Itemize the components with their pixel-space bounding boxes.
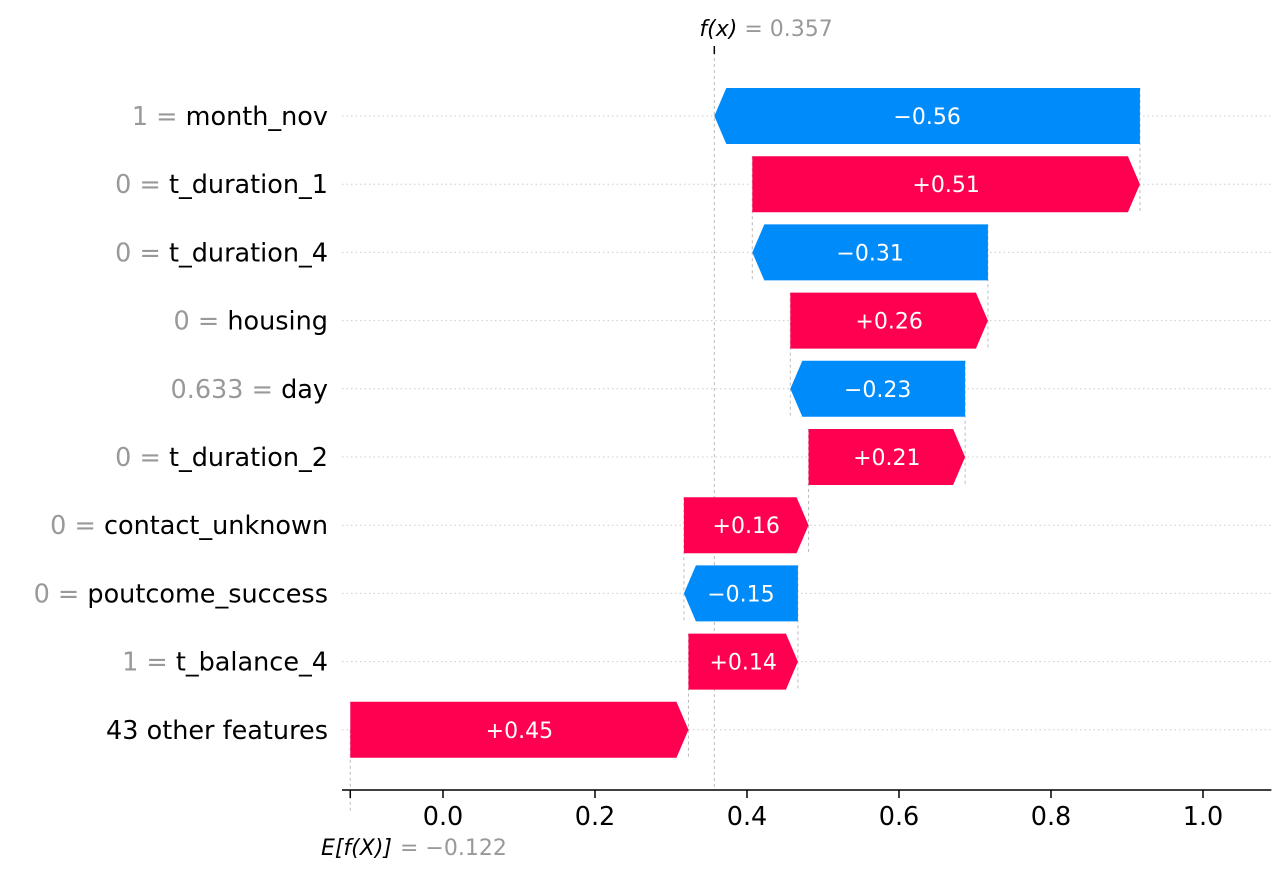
fx-label: f(x) (699, 17, 737, 42)
bar-value-label: +0.16 (713, 514, 780, 539)
feature-label: 0 = poutcome_success (34, 579, 328, 609)
feature-value: 0 = (50, 511, 104, 541)
feature-name: month_nov (186, 102, 328, 132)
bar-value-label: −0.56 (893, 105, 960, 130)
feature-label: 43 other features (106, 716, 328, 746)
feature-value: 1 = (132, 102, 186, 132)
fx-annotation: f(x) = 0.357 (699, 17, 832, 42)
x-tick-label: 0.2 (575, 802, 616, 832)
positive-contribution-bar (350, 701, 689, 758)
feature-value: 0.633 = (171, 375, 282, 405)
feature-value: 0 = (115, 443, 169, 473)
feature-label: 0.633 = day (171, 375, 329, 405)
feature-name: contact_unknown (104, 511, 328, 541)
positive-contribution-bar (790, 292, 988, 349)
bar-value-label: +0.14 (709, 651, 776, 676)
feature-name: t_duration_2 (169, 443, 328, 473)
bar-value-label: +0.51 (912, 173, 979, 198)
feature-label: 0 = t_duration_4 (115, 238, 328, 268)
negative-contribution-bar (752, 224, 988, 281)
feature-value: 0 = (174, 307, 228, 337)
x-tick-label: 0.4 (727, 802, 768, 832)
feature-label: 0 = t_duration_2 (115, 443, 328, 473)
feature-name: 43 other features (106, 716, 328, 746)
feature-name: day (281, 375, 328, 405)
feature-name: t_duration_4 (169, 238, 328, 268)
feature-label: 1 = month_nov (132, 102, 328, 132)
negative-contribution-bar (683, 565, 798, 622)
fx-value: = 0.357 (744, 17, 832, 42)
expected-value-label: E[f(X)] (321, 836, 392, 861)
feature-name: t_balance_4 (176, 648, 328, 678)
x-tick-label: 0.8 (1031, 802, 1072, 832)
positive-contribution-bar (808, 429, 966, 485)
bar-value-label: −0.15 (707, 582, 774, 607)
bar-value-label: −0.31 (836, 241, 903, 266)
feature-value: 0 = (115, 170, 169, 200)
bar-value-label: +0.26 (855, 310, 922, 335)
feature-name: poutcome_success (87, 579, 328, 609)
contribution-bars: −0.56 +0.51 −0.31 +0.26 −0.23 +0.21 +0.16 −0.15… (350, 88, 1140, 758)
bar-value-label: +0.45 (486, 719, 553, 744)
feature-label: 1 = t_balance_4 (122, 648, 328, 678)
negative-contribution-bar (714, 88, 1140, 144)
bar-value-label: +0.21 (853, 446, 920, 471)
positive-contribution-bar (752, 156, 1140, 213)
feature-label: 0 = housing (174, 307, 328, 337)
x-tick-label: 0.0 (423, 802, 464, 832)
negative-contribution-bar (790, 360, 966, 417)
x-tick-label: 0.6 (879, 802, 920, 832)
feature-value: 1 = (122, 648, 176, 678)
expected-value-value: = −0.122 (400, 836, 507, 861)
positive-contribution-bar (688, 633, 798, 690)
feature-name: t_duration_1 (169, 170, 328, 200)
feature-label: 0 = t_duration_1 (115, 170, 328, 200)
x-axis: 0.0 0.2 0.4 0.6 0.8 1.0 (342, 789, 1272, 832)
bar-value-label: −0.23 (844, 378, 911, 403)
feature-value: 0 = (115, 238, 169, 268)
feature-value: 0 = (34, 579, 88, 609)
feature-name: housing (227, 307, 328, 337)
feature-label: 0 = contact_unknown (50, 511, 328, 541)
positive-contribution-bar (683, 497, 809, 554)
x-tick-label: 1.0 (1183, 802, 1224, 832)
expected-value-annotation: E[f(X)] = −0.122 (321, 836, 507, 861)
